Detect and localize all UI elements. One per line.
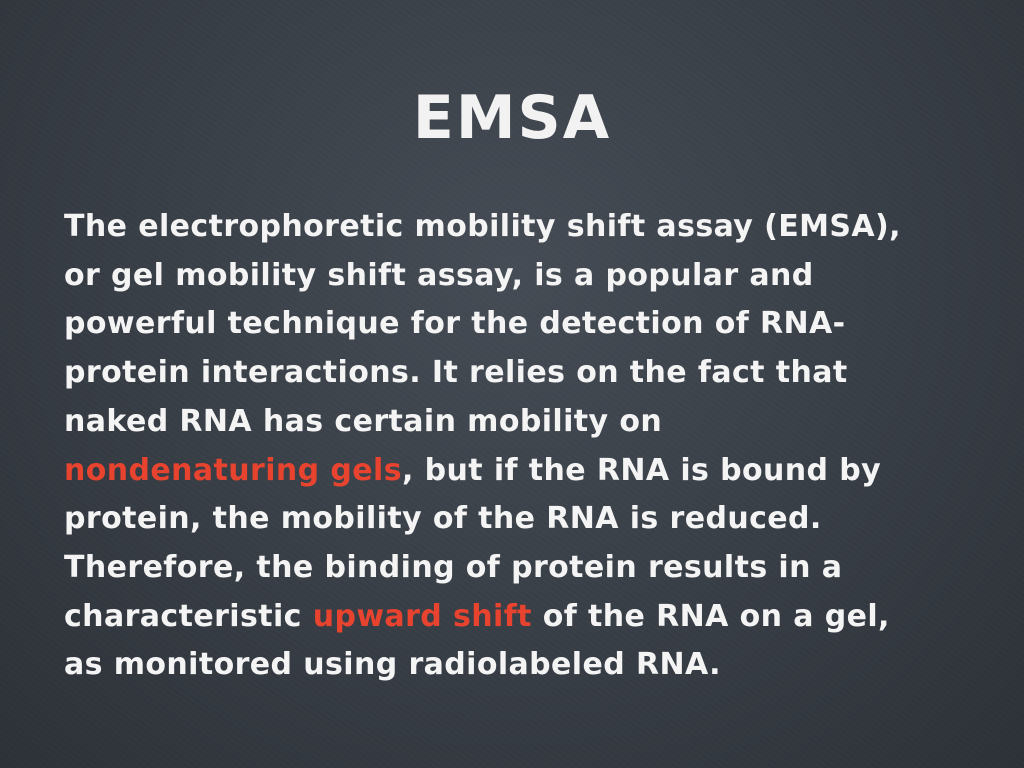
body-text-segment: naked RNA has certain mobility on [64,403,663,439]
body-text-segment: characteristic [64,598,313,634]
highlight-upward-shift: upward shift [312,598,532,634]
body-text-segment: powerful technique for the detection of … [64,306,846,342]
slide-body: The electrophoretic mobility shift assay… [64,203,984,690]
highlight-nondenaturing-gels: nondenaturing gels [64,452,402,488]
body-line: protein interactions. It relies on the f… [64,349,848,398]
body-line: or gel mobility shift assay, is a popula… [64,252,814,301]
body-text-segment: of the RNA on a gel, [531,598,890,634]
body-line: characteristic upward shift of the RNA o… [64,593,890,642]
body-text-segment: , but if the RNA is bound by [401,452,882,488]
body-line: Therefore, the binding of protein result… [64,544,842,593]
body-text-segment: The electrophoretic mobility shift assay… [64,209,901,244]
body-text-segment: Therefore, the binding of protein result… [64,549,843,585]
body-line: naked RNA has certain mobility on [64,398,662,447]
body-text-segment: protein interactions. It relies on the f… [64,355,848,391]
body-line: powerful technique for the detection of … [64,300,845,349]
body-line: as monitored using radiolabeled RNA. [64,641,721,690]
body-text-segment: protein, the mobility of the RNA is redu… [64,501,822,537]
body-text-segment: as monitored using radiolabeled RNA. [64,647,721,683]
slide-title: EMSA [412,83,612,153]
body-line: nondenaturing gels, but if the RNA is bo… [64,447,881,496]
body-line: protein, the mobility of the RNA is redu… [64,495,822,544]
body-text-segment: or gel mobility shift assay, is a popula… [64,257,814,293]
body-line: The electrophoretic mobility shift assay… [64,203,901,252]
